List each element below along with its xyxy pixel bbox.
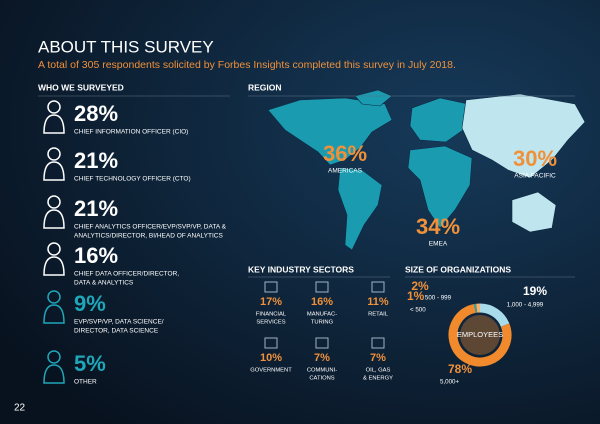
sector-label: & ENERGY xyxy=(363,376,393,382)
person-icon xyxy=(47,242,61,256)
person-icon xyxy=(47,195,61,209)
region-label: ASIA PACIFIC xyxy=(514,173,556,180)
respondent-percent: 5% xyxy=(74,351,106,376)
size-percent: 1% xyxy=(407,289,425,303)
person-icon xyxy=(47,147,61,161)
sector-label: OIL, GAS xyxy=(366,368,391,374)
sector-label: FINANCIAL xyxy=(256,312,287,318)
respondent-percent: 9% xyxy=(74,291,106,316)
sector-icon xyxy=(264,337,278,349)
sector-percent: 7% xyxy=(370,352,386,364)
sector-icon xyxy=(315,281,329,293)
donut-center-label: EMPLOYEES xyxy=(457,330,503,339)
region-label: AMERICAS xyxy=(328,168,363,175)
sector-icon xyxy=(371,281,385,293)
person-icon xyxy=(43,256,65,276)
sector-icon xyxy=(371,337,385,349)
person-icon xyxy=(43,304,65,324)
sector-label: MANUFAC- xyxy=(307,312,337,318)
region-percent: 36% xyxy=(323,141,367,166)
sector-label: TURING xyxy=(311,320,334,326)
size-label: < 500 xyxy=(410,307,426,314)
person-icon xyxy=(43,209,65,229)
size-percent: 78% xyxy=(448,362,472,376)
respondent-label: CHIEF ANALYTICS OFFICER/EVP/SVP/VP, DATA… xyxy=(74,224,227,231)
world-map xyxy=(267,89,586,251)
sector-label: GOVERNMENT xyxy=(250,368,292,374)
size-label: 5,000+ xyxy=(440,379,459,386)
person-icon xyxy=(43,114,65,134)
size-label: 500 - 999 xyxy=(425,295,452,302)
section-heading: KEY INDUSTRY SECTORS xyxy=(248,264,354,274)
respondent-label: CHIEF INFORMATION OFFICER (CIO) xyxy=(74,129,188,136)
sector-icon xyxy=(315,337,329,349)
person-icon xyxy=(43,364,65,384)
sector-percent: 11% xyxy=(367,296,389,308)
section-heading: WHO WE SURVEYED xyxy=(38,82,124,92)
respondent-label: CHIEF DATA OFFICER/DIRECTOR, xyxy=(74,271,179,278)
sector-percent: 16% xyxy=(311,296,333,308)
respondent-percent: 21% xyxy=(74,148,118,173)
region-percent: 34% xyxy=(416,214,460,239)
respondent-percent: 21% xyxy=(74,196,118,221)
sector-label: CATIONS xyxy=(309,376,334,382)
sector-label: RETAIL xyxy=(368,312,389,318)
person-icon xyxy=(47,350,61,364)
page-number: 22 xyxy=(14,403,26,414)
donut-center xyxy=(460,315,500,355)
sector-percent: 10% xyxy=(260,352,282,364)
section-heading: SIZE OF ORGANIZATIONS xyxy=(405,264,511,274)
subtitle: A total of 305 respondents solicited by … xyxy=(38,59,456,71)
person-icon xyxy=(43,161,65,181)
respondent-percent: 28% xyxy=(74,101,118,126)
size-percent: 2% xyxy=(411,279,429,293)
title: ABOUT THIS SURVEY xyxy=(38,37,214,56)
size-label: 1,000 - 4,999 xyxy=(507,302,544,309)
sector-percent: 17% xyxy=(260,296,282,308)
sector-label: COMMUNI- xyxy=(307,368,337,374)
respondent-label: DIRECTOR, DATA SCIENCE xyxy=(74,328,159,335)
person-icon xyxy=(47,100,61,114)
respondent-label: EVP/SVP/VP, DATA SCIENCE/ xyxy=(74,319,164,326)
respondent-percent: 16% xyxy=(74,243,118,268)
respondent-label: ANALYTICS/DIRECTOR, BI/HEAD OF ANALYTICS xyxy=(74,233,223,240)
sector-label: SERVICES xyxy=(256,320,285,326)
sector-percent: 7% xyxy=(314,352,330,364)
person-icon xyxy=(47,290,61,304)
donut-segment xyxy=(448,304,512,367)
region-percent: 30% xyxy=(513,146,557,171)
respondent-label: DATA & ANALYTICS xyxy=(74,280,134,287)
respondent-label: CHIEF TECHNOLOGY OFFICER (CTO) xyxy=(74,176,191,183)
donut-segment xyxy=(479,303,510,327)
respondent-label: OTHER xyxy=(74,379,97,386)
section-heading: REGION xyxy=(248,82,282,92)
region-label: EMEA xyxy=(429,241,448,248)
size-percent: 19% xyxy=(523,284,547,298)
sector-icon xyxy=(264,281,278,293)
